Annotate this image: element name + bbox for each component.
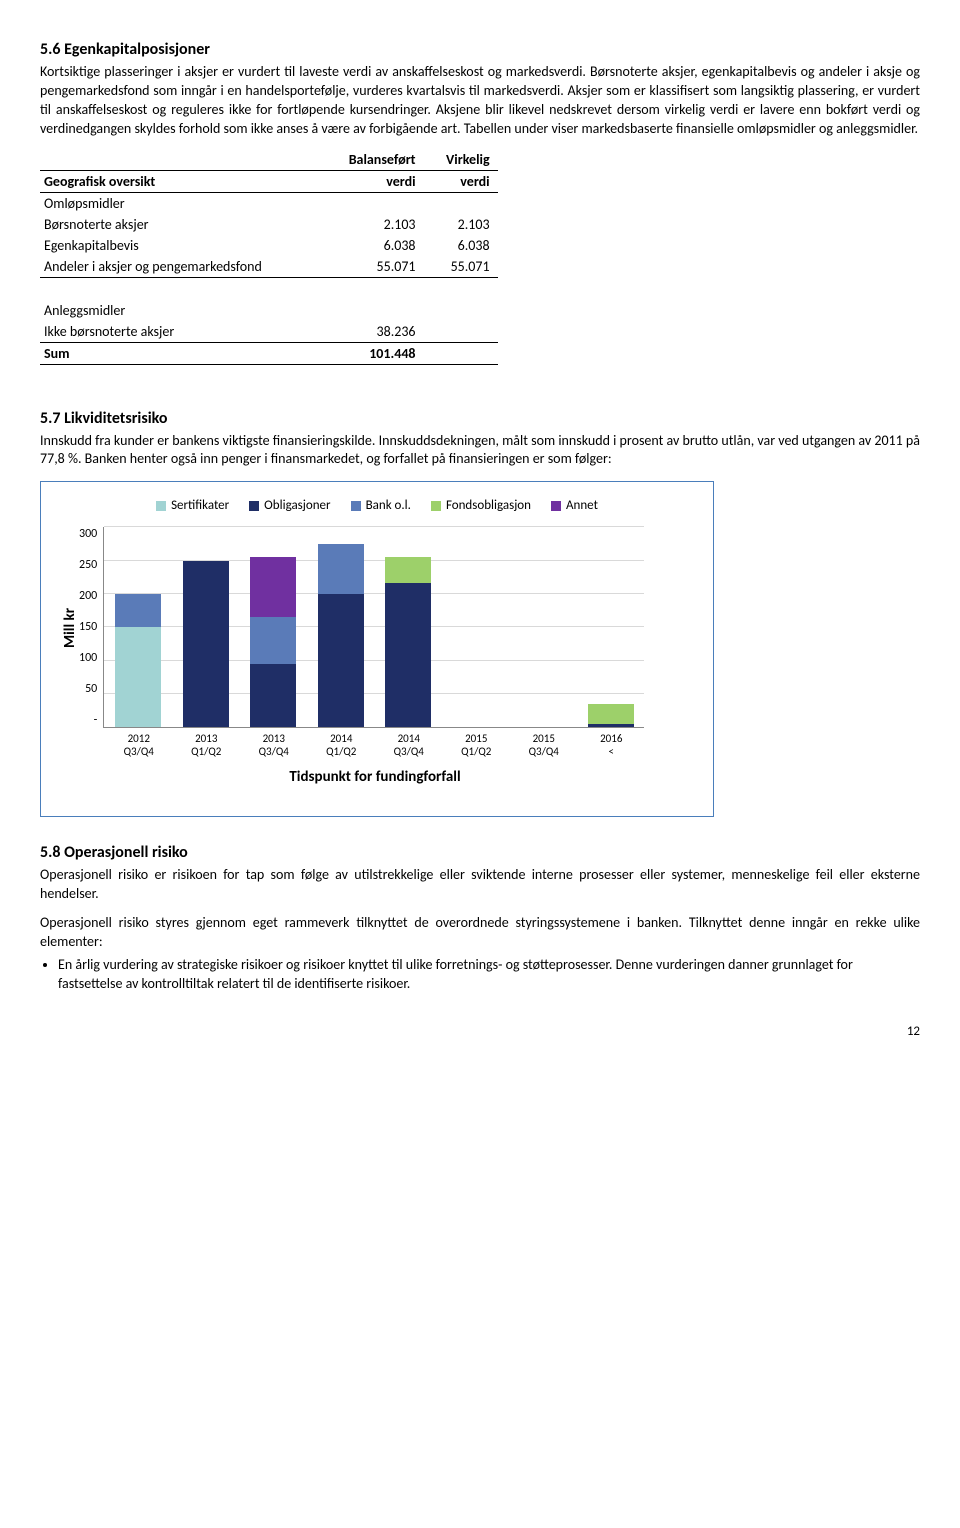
table-row: Børsnoterte aksjer 2.103 2.103 (40, 214, 498, 235)
legend-swatch (249, 501, 259, 511)
col3-head-bot: verdi (424, 170, 498, 192)
bar (588, 704, 634, 727)
balance-table: Balanseført Virkelig Geografisk oversikt… (40, 149, 498, 365)
bar (318, 544, 364, 727)
section56-para: Kortsiktige plasseringer i aksjer er vur… (40, 63, 920, 139)
bullet-item: En årlig vurdering av strategiske risiko… (58, 956, 920, 994)
legend-item: Bank o.l. (351, 498, 411, 513)
legend-label: Sertifikater (171, 498, 229, 513)
group2-label: Anleggsmidler (40, 300, 321, 321)
legend-item: Fondsobligasjon (431, 498, 531, 513)
y-ticks: 300 250 200 150 100 50 - (79, 527, 103, 727)
legend-label: Bank o.l. (366, 498, 411, 513)
x-label: 2013Q3/Q4 (240, 728, 308, 758)
y-tick: - (79, 713, 97, 727)
section57-heading: 5.7 Likviditetsrisiko (40, 409, 920, 428)
legend-item: Sertifikater (156, 498, 229, 513)
x-label: 2012Q3/Q4 (105, 728, 173, 758)
col2-head-top: Balanseført (321, 149, 424, 171)
table-row: Egenkapitalbevis 6.038 6.038 (40, 235, 498, 256)
legend-label: Fondsobligasjon (446, 498, 531, 513)
x-label: 2014Q1/Q2 (308, 728, 376, 758)
section58-para2: Operasjonell risiko styres gjennom eget … (40, 914, 920, 952)
chart-legend: Sertifikater Obligasjoner Bank o.l. Fondsob… (57, 498, 697, 513)
x-label: 2014Q3/Q4 (375, 728, 443, 758)
bar (115, 594, 161, 727)
y-tick: 300 (79, 527, 97, 541)
x-label: 2015Q3/Q4 (510, 728, 578, 758)
y-axis-label: Mill kr (57, 527, 79, 728)
group1-label: Omløpsmidler (40, 192, 321, 214)
table-row: Andeler i aksjer og pengemarkedsfond 55.… (40, 256, 498, 278)
page-number: 12 (40, 1024, 920, 1039)
legend-swatch (551, 501, 561, 511)
bar (385, 557, 431, 728)
legend-label: Annet (566, 498, 598, 513)
y-tick: 200 (79, 589, 97, 603)
sum-row: Sum 101.448 (40, 342, 498, 364)
y-tick: 100 (79, 651, 97, 665)
section56-heading: 5.6 Egenkapitalposisjoner (40, 40, 920, 59)
legend-item: Obligasjoner (249, 498, 330, 513)
section57-para: Innskudd fra kunder er bankens viktigste… (40, 432, 920, 470)
col1-head: Geografisk oversikt (40, 170, 321, 192)
x-label: 2016< (578, 728, 646, 758)
x-label: 2015Q1/Q2 (443, 728, 511, 758)
bar (183, 561, 229, 728)
section58-heading: 5.8 Operasjonell risiko (40, 843, 920, 862)
funding-chart: Sertifikater Obligasjoner Bank o.l. Fondsob… (40, 481, 714, 817)
y-tick: 250 (79, 558, 97, 572)
x-label: 2013Q1/Q2 (173, 728, 241, 758)
legend-item: Annet (551, 498, 598, 513)
x-labels: 2012Q3/Q42013Q1/Q22013Q3/Q42014Q1/Q22014… (105, 728, 645, 758)
legend-label: Obligasjoner (264, 498, 330, 513)
col2-head-bot: verdi (321, 170, 424, 192)
col3-head-top: Virkelig (424, 149, 498, 171)
y-tick: 150 (79, 620, 97, 634)
legend-swatch (156, 501, 166, 511)
table-row: Ikke børsnoterte aksjer 38.236 (40, 321, 498, 343)
bar (250, 557, 296, 727)
x-axis-title: Tidspunkt for fundingforfall (105, 768, 645, 786)
legend-swatch (351, 501, 361, 511)
legend-swatch (431, 501, 441, 511)
chart-plot (103, 527, 644, 728)
section58-para1: Operasjonell risiko er risikoen for tap … (40, 866, 920, 904)
y-tick: 50 (79, 682, 97, 696)
